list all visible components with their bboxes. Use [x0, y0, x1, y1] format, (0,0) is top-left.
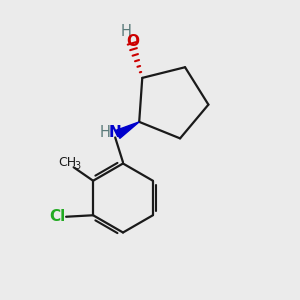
Text: 3: 3 [74, 161, 80, 171]
Text: N: N [108, 124, 121, 140]
Text: Cl: Cl [50, 209, 66, 224]
Text: H: H [100, 124, 110, 140]
Text: H: H [121, 25, 132, 40]
Text: CH: CH [58, 156, 76, 169]
Text: O: O [126, 34, 139, 50]
Polygon shape [115, 122, 139, 138]
